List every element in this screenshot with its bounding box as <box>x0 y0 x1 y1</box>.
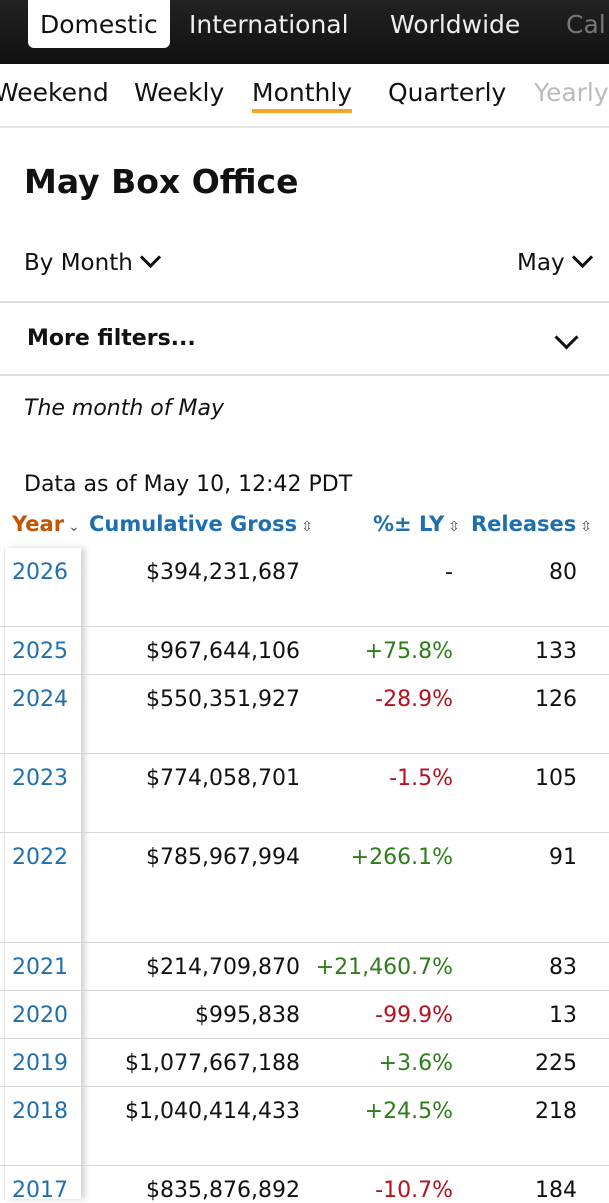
year-link[interactable]: 2019 <box>12 1051 68 1076</box>
sort-icon: ⇳ <box>301 519 313 535</box>
header-year-label: Year <box>12 512 65 536</box>
month-dropdown[interactable]: May <box>517 246 593 276</box>
pct-change-ly: -10.7% <box>375 1178 453 1203</box>
releases-count: 91 <box>549 845 577 870</box>
year-column-frame <box>4 548 81 1199</box>
releases-count: 80 <box>549 560 577 585</box>
row-divider <box>0 990 609 991</box>
tab-quarterly[interactable]: Quarterly <box>388 78 507 107</box>
row-divider <box>0 942 609 943</box>
releases-count: 105 <box>535 766 577 791</box>
cumulative-gross: $394,231,687 <box>146 560 300 585</box>
cumulative-gross: $1,077,667,188 <box>125 1051 300 1076</box>
cumulative-gross: $1,040,414,433 <box>125 1099 300 1124</box>
year-link[interactable]: 2018 <box>12 1099 68 1124</box>
month-note: The month of May <box>24 396 224 421</box>
tab-domestic[interactable]: Domestic <box>28 0 170 48</box>
cumulative-gross: $214,709,870 <box>146 955 300 980</box>
header-year[interactable]: Year ⌄ <box>12 512 80 536</box>
pct-change-ly: +3.6% <box>378 1051 453 1076</box>
divider <box>0 301 609 303</box>
year-link[interactable]: 2022 <box>12 845 68 870</box>
tab-calendar[interactable]: Cal <box>566 10 606 39</box>
cumulative-gross: $995,838 <box>195 1003 300 1028</box>
releases-count: 126 <box>535 687 577 712</box>
header-pct-label: %± LY <box>373 512 445 536</box>
header-releases-label: Releases <box>471 512 577 536</box>
cumulative-gross: $785,967,994 <box>146 845 300 870</box>
page-title: May Box Office <box>24 162 299 201</box>
cumulative-gross: $835,876,892 <box>146 1178 300 1203</box>
period-tab-bar: Weekend Weekly Monthly Quarterly Yearly <box>0 64 609 128</box>
sort-icon: ⇳ <box>448 519 460 535</box>
row-divider <box>0 832 609 833</box>
row-divider <box>0 626 609 627</box>
year-link[interactable]: 2021 <box>12 955 68 980</box>
tab-yearly[interactable]: Yearly <box>534 78 609 107</box>
sort-icon: ⇳ <box>580 519 593 535</box>
releases-count: 184 <box>535 1178 577 1203</box>
row-divider <box>0 674 609 675</box>
month-label: May <box>517 250 565 276</box>
tab-weekly[interactable]: Weekly <box>134 78 225 107</box>
year-link[interactable]: 2024 <box>12 687 68 712</box>
tab-worldwide[interactable]: Worldwide <box>390 10 521 39</box>
pct-change-ly: -1.5% <box>389 766 453 791</box>
chevron-down-icon <box>139 246 161 269</box>
row-divider <box>0 753 609 754</box>
pct-change-ly: -28.9% <box>375 687 453 712</box>
chevron-down-icon <box>571 246 593 269</box>
releases-count: 225 <box>535 1051 577 1076</box>
pct-change-ly: +75.8% <box>364 639 453 664</box>
cumulative-gross: $774,058,701 <box>146 766 300 791</box>
region-tab-bar: Domestic International Worldwide Cal <box>0 0 609 64</box>
year-link[interactable]: 2020 <box>12 1003 68 1028</box>
sort-desc-icon: ⌄ <box>68 519 80 535</box>
cumulative-gross: $967,644,106 <box>146 639 300 664</box>
year-link[interactable]: 2026 <box>12 560 68 585</box>
pct-change-ly: +24.5% <box>364 1099 453 1124</box>
year-link[interactable]: 2025 <box>12 639 68 664</box>
releases-count: 13 <box>549 1003 577 1028</box>
header-gross-label: Cumulative Gross <box>89 512 298 536</box>
header-releases[interactable]: Releases ⇳ <box>471 512 592 536</box>
by-month-dropdown[interactable]: By Month <box>24 246 161 276</box>
data-as-of: Data as of May 10, 12:42 PDT <box>24 472 353 497</box>
by-month-label: By Month <box>24 250 133 276</box>
row-divider <box>0 1086 609 1087</box>
tab-monthly[interactable]: Monthly <box>252 78 353 113</box>
chevron-down-icon[interactable] <box>554 325 579 350</box>
header-cumulative-gross[interactable]: Cumulative Gross ⇳ <box>89 512 313 536</box>
pct-change-ly: -99.9% <box>375 1003 453 1028</box>
tab-weekend[interactable]: Weekend <box>0 78 109 107</box>
releases-count: 133 <box>535 639 577 664</box>
releases-count: 218 <box>535 1099 577 1124</box>
row-divider <box>0 1165 609 1166</box>
header-pct-ly[interactable]: %± LY ⇳ <box>373 512 460 536</box>
year-link[interactable]: 2023 <box>12 766 68 791</box>
pct-change-ly: +266.1% <box>350 845 453 870</box>
cumulative-gross: $550,351,927 <box>146 687 300 712</box>
more-filters-toggle[interactable]: More filters... <box>27 326 196 351</box>
row-divider <box>0 1038 609 1039</box>
divider <box>0 374 609 376</box>
tab-international[interactable]: International <box>189 10 349 39</box>
releases-count: 83 <box>549 955 577 980</box>
pct-change-ly: +21,460.7% <box>315 955 453 980</box>
pct-change-ly: - <box>445 560 453 585</box>
year-link[interactable]: 2017 <box>12 1178 68 1203</box>
